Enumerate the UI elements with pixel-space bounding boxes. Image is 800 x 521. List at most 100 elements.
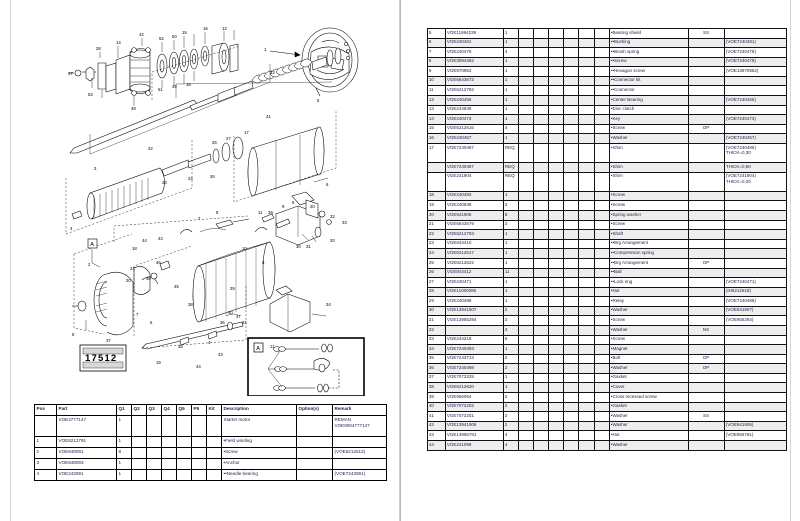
q1-cell: 2 <box>502 315 519 326</box>
pos-cell: 39 <box>426 392 446 403</box>
q2-cell <box>517 95 534 106</box>
table-row: 5 VOE11994239 1 •Bearing shield SS <box>426 28 787 39</box>
description-cell: •Cross recessed screw <box>608 392 689 403</box>
kit-cell <box>593 162 610 173</box>
part-cell: VOE7072201 <box>444 411 504 422</box>
q5-cell <box>176 436 192 448</box>
kit-cell <box>593 430 610 441</box>
p5-cell <box>577 363 595 374</box>
options-cell <box>687 210 725 221</box>
options-cell: NS <box>687 325 725 336</box>
description-cell: ••Connector kit <box>608 75 689 87</box>
table-row: 12 VOE240456 1 •Center Bearing (VOE7240456) <box>426 95 787 106</box>
q4-cell <box>547 401 564 413</box>
pos-cell: 40 <box>426 401 446 413</box>
q3-cell <box>532 420 549 432</box>
table-row: 43 VOE13955781 4 •Nut (VOE955781) <box>426 430 787 441</box>
kit-cell <box>593 85 610 97</box>
q2-cell <box>517 430 534 441</box>
part-cell: VOE7240487 <box>444 162 504 173</box>
q2-cell <box>517 219 534 231</box>
description-cell: Starter motor <box>221 415 297 437</box>
remark-cell <box>723 267 787 279</box>
part-cell: VOE240478 <box>444 47 504 58</box>
q1-cell: 4 <box>502 430 519 441</box>
table-row: 26 VOE844412 11 ••Ball <box>426 267 787 279</box>
q2-cell <box>517 210 534 221</box>
p5-cell <box>577 162 595 173</box>
svg-text:4: 4 <box>70 226 73 231</box>
svg-text:14: 14 <box>116 40 121 45</box>
svg-text:28: 28 <box>96 46 101 51</box>
options-cell <box>687 95 725 106</box>
q1-cell: 1 <box>502 286 519 298</box>
table-row: 37 VOE7072225 1 •Gasket <box>426 372 787 384</box>
q2-cell <box>517 305 534 317</box>
svg-text:45: 45 <box>174 284 179 289</box>
options-cell <box>687 286 725 298</box>
svg-text:11: 11 <box>258 210 263 215</box>
q5-cell <box>562 353 579 365</box>
svg-text:26: 26 <box>210 174 215 179</box>
q2-cell <box>517 315 534 326</box>
options-cell: SS <box>687 411 725 422</box>
part-cell: VOE6212793 <box>444 229 504 240</box>
pos-cell: 41 <box>426 411 446 422</box>
pos-cell: 5 <box>426 28 446 39</box>
col-q2: Q2 <box>131 404 147 416</box>
q1-cell: 8 <box>116 447 132 459</box>
p5-cell <box>577 325 595 336</box>
q2-cell <box>517 372 534 384</box>
table-row: 31 VOE13955294 2 •Screw (VOE955294) <box>426 315 787 326</box>
table-row: 14 VOE240473 1 •Key (VOE7240473) <box>426 114 787 125</box>
remark-cell <box>723 200 787 212</box>
pos-cell: 21 <box>426 219 446 231</box>
q1-cell: 1 <box>502 344 519 355</box>
svg-text:24: 24 <box>188 176 193 181</box>
p5-cell <box>577 142 595 164</box>
pos-cell: 37 <box>426 372 446 384</box>
q3-cell <box>532 305 549 317</box>
part-cell: VOE848093 <box>56 458 117 470</box>
q3-cell <box>532 372 549 384</box>
description-cell: ••Brg Arrangement <box>608 257 689 269</box>
part-cell: VOE244218 <box>444 334 504 346</box>
q5-cell <box>562 28 579 39</box>
q1-cell: 1 <box>502 372 519 384</box>
part-cell: VOE6212620 <box>444 382 504 394</box>
options-cell <box>687 334 725 346</box>
table-row: VOE7240487 REQ •Shim THICK=0,50 <box>426 162 787 173</box>
q2-cell <box>517 392 534 403</box>
svg-text:42: 42 <box>139 32 144 37</box>
svg-text:3: 3 <box>94 166 97 171</box>
p5-cell <box>191 469 207 481</box>
svg-text:47: 47 <box>236 314 241 319</box>
part-cell: VOE7243713 <box>444 353 504 365</box>
q1-cell: 2 <box>502 411 519 422</box>
left-page: 1 5 <box>10 0 387 521</box>
q3-cell <box>532 238 549 250</box>
part-cell: VOE13955294 <box>444 315 504 326</box>
remark-cell <box>723 411 787 422</box>
kit-cell <box>206 458 222 470</box>
part-cell: VOE6212616 <box>444 123 504 135</box>
q3-cell <box>532 382 549 394</box>
q2-cell <box>517 277 534 288</box>
col-q3: Q3 <box>146 404 162 416</box>
description-cell: •Gasket <box>608 401 689 413</box>
part-cell: VOE4777147 <box>56 415 117 437</box>
svg-text:20: 20 <box>310 204 315 209</box>
q4-cell <box>547 430 564 441</box>
options-cell <box>687 200 725 212</box>
q3-cell <box>532 171 549 192</box>
description-cell: •Bearing shield <box>608 28 689 39</box>
p5-cell <box>577 171 595 192</box>
right-parts-table: 5 VOE11994239 1 •Bearing shield SS 6 VOE240481… <box>426 28 787 451</box>
p5-cell <box>577 344 595 355</box>
q4-cell <box>547 286 564 298</box>
p5-cell <box>577 229 595 240</box>
kit-cell <box>593 257 610 269</box>
q2-cell <box>517 190 534 202</box>
q1-cell: 1 <box>502 28 519 39</box>
q5-cell <box>562 133 579 144</box>
